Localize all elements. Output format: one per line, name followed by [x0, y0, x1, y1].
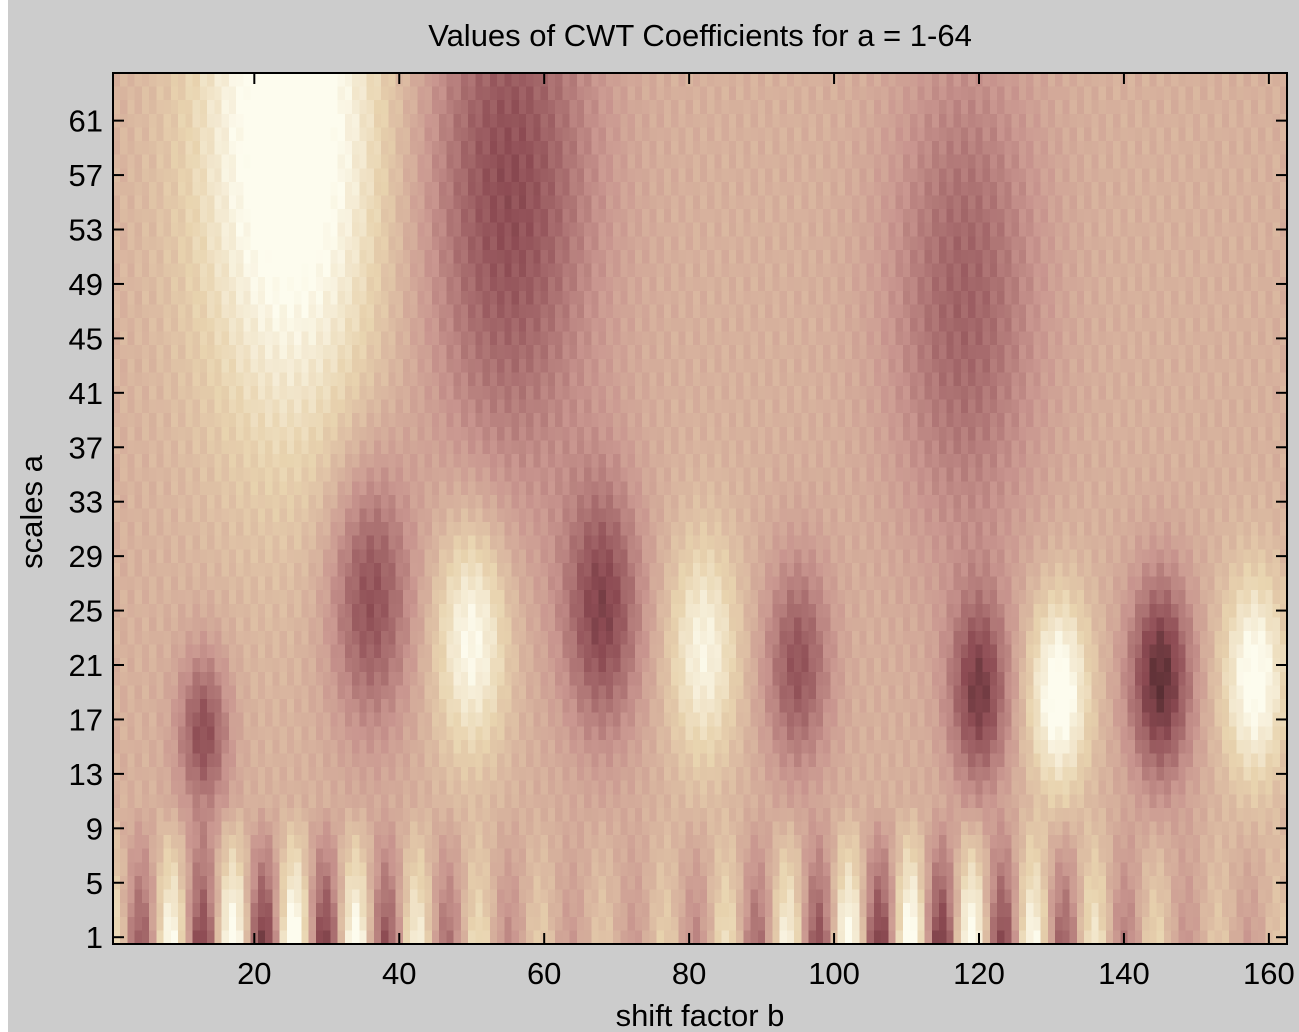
chart-title: Values of CWT Coefficients for a = 1-64 [428, 18, 972, 53]
plot-frame [112, 72, 1288, 945]
y-axis-ticks: 1 5 9 13 17 21 25 29 33 37 41 45 49 53 57 61 [69, 104, 1287, 955]
x-tick-label: 40 [382, 956, 416, 991]
x-tick-label: 60 [527, 956, 561, 991]
y-tick-label: 41 [69, 376, 103, 411]
x-tick-label: 20 [237, 956, 271, 991]
y-tick-label: 29 [69, 539, 103, 574]
x-tick-label: 80 [672, 956, 706, 991]
y-tick-label: 13 [69, 757, 103, 792]
y-tick-label: 53 [69, 213, 103, 248]
y-tick-label: 21 [69, 648, 103, 683]
x-tick-label: 140 [1098, 956, 1150, 991]
y-tick-label: 57 [69, 158, 103, 193]
figure-window: 20 40 60 80 100 120 140 160 1 5 9 13 17 21 25 29 33 37 41… [8, 0, 1299, 1032]
y-tick-label: 1 [86, 920, 103, 955]
y-tick-label: 37 [69, 430, 103, 465]
x-tick-label: 120 [953, 956, 1005, 991]
y-tick-label: 5 [86, 866, 103, 901]
x-axis-label: shift factor b [616, 998, 785, 1032]
x-tick-label: 160 [1243, 956, 1295, 991]
heatmap-image [113, 73, 1287, 944]
y-tick-label: 61 [69, 104, 103, 139]
y-tick-label: 33 [69, 485, 103, 520]
x-tick-label: 100 [808, 956, 860, 991]
y-tick-label: 9 [86, 811, 103, 846]
x-axis-ticks: 20 40 60 80 100 120 140 160 [237, 73, 1295, 991]
y-tick-label: 49 [69, 267, 103, 302]
y-tick-label: 45 [69, 321, 103, 356]
cwt-chart: 20 40 60 80 100 120 140 160 1 5 9 13 17 21 25 29 33 37 41… [14, 18, 1295, 1032]
y-tick-label: 25 [69, 594, 103, 629]
y-tick-label: 17 [69, 702, 103, 737]
y-axis-label: scales a [14, 454, 49, 568]
